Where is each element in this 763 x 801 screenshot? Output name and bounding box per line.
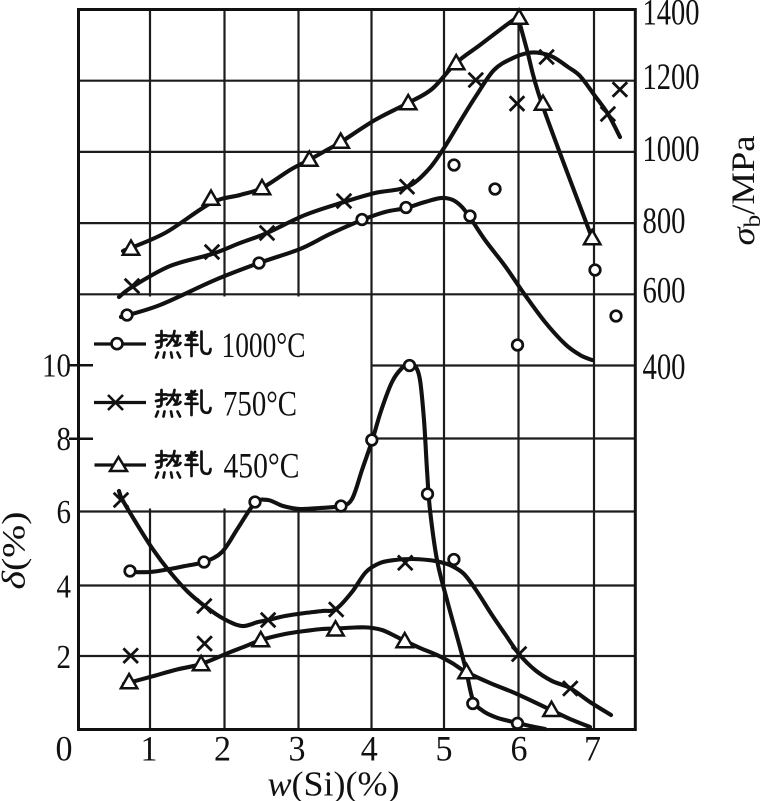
svg-text:0: 0 bbox=[56, 729, 73, 769]
svg-text:750°C: 750°C bbox=[223, 384, 297, 424]
svg-text:σb/MPa: σb/MPa bbox=[726, 135, 763, 245]
svg-text:6: 6 bbox=[57, 494, 72, 531]
svg-text:2: 2 bbox=[57, 639, 72, 676]
svg-text:600: 600 bbox=[643, 270, 686, 311]
svg-text:1000: 1000 bbox=[643, 129, 700, 170]
svg-text:800: 800 bbox=[643, 201, 686, 242]
svg-text:10: 10 bbox=[42, 348, 71, 385]
svg-text:400: 400 bbox=[643, 347, 686, 388]
svg-text:4: 4 bbox=[57, 569, 72, 606]
svg-text:3: 3 bbox=[289, 729, 306, 769]
svg-text:1400: 1400 bbox=[643, 0, 700, 34]
svg-text:w(Si)(%): w(Si)(%) bbox=[268, 765, 400, 801]
svg-text:6: 6 bbox=[511, 729, 528, 769]
svg-text:8: 8 bbox=[57, 421, 72, 458]
svg-text:1: 1 bbox=[141, 729, 158, 769]
svg-text:4: 4 bbox=[361, 729, 378, 769]
svg-text:2: 2 bbox=[214, 729, 231, 769]
svg-text:450°C: 450°C bbox=[224, 446, 300, 486]
svg-text:5: 5 bbox=[436, 729, 453, 769]
svg-text:1000°C: 1000°C bbox=[222, 325, 306, 365]
svg-text:7: 7 bbox=[584, 729, 601, 769]
svg-text:1200: 1200 bbox=[643, 57, 700, 98]
svg-text:δ(%): δ(%) bbox=[0, 512, 33, 590]
